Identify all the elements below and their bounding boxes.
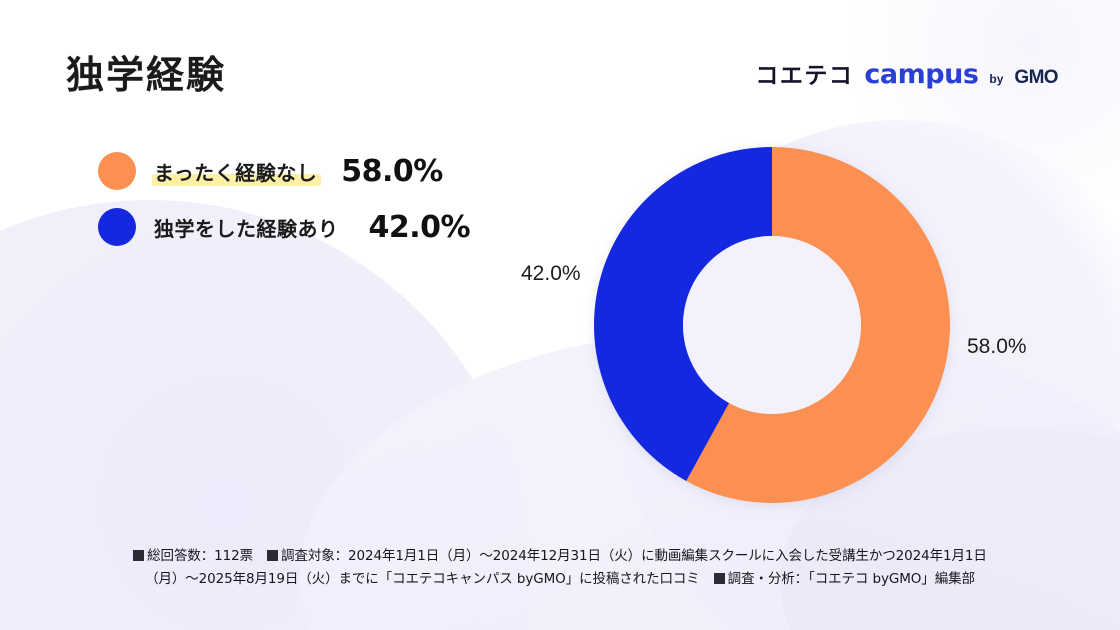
brand-gmo-text: GMO bbox=[1014, 67, 1058, 88]
legend-item-self-study: 独学をした経験あり 42.0% bbox=[98, 208, 471, 246]
donut-slice[interactable] bbox=[594, 147, 772, 481]
page-title: 独学経験 bbox=[66, 53, 227, 97]
footnote-line-2: （月）〜2025年8月19日（火）までに「コエテコキャンパス byGMO」に投稿… bbox=[0, 568, 1120, 591]
legend-item-label: 独学をした経験あり bbox=[154, 216, 339, 241]
donut-slice[interactable] bbox=[686, 147, 950, 503]
legend-label-wrap-2: 独学をした経験あり bbox=[154, 213, 339, 242]
donut-chart bbox=[592, 145, 952, 505]
footnote: 総回答数：112票 調査対象：2024年1月1日（月）〜2024年12月31日（火… bbox=[0, 545, 1120, 591]
slice-label-no-experience: 58.0% bbox=[967, 335, 1027, 358]
legend-item-label: まったく経験なし bbox=[154, 160, 318, 185]
bullet-square-icon bbox=[133, 550, 145, 561]
footnote-survey-target: 調査対象：2024年1月1日（月）〜2024年12月31日（火）に動画編集スクー… bbox=[281, 548, 987, 564]
legend-item-value: 42.0% bbox=[368, 209, 471, 245]
brand-campus-text: campus bbox=[864, 59, 979, 90]
legend-label-wrap-1: まったく経験なし bbox=[151, 157, 322, 186]
donut-center-hole bbox=[683, 236, 861, 414]
brand-by-text: by bbox=[989, 72, 1004, 86]
legend-item-value: 58.0% bbox=[341, 153, 443, 189]
chart-legend: まったく経験なし 58.0% 独学をした経験あり 42.0% bbox=[98, 152, 471, 246]
brand-logo: コエテコ campus by GMO bbox=[755, 56, 1058, 90]
slice-label-self-study: 42.0% bbox=[521, 262, 581, 285]
footnote-line-1: 総回答数：112票 調査対象：2024年1月1日（月）〜2024年12月31日（火… bbox=[0, 545, 1120, 568]
legend-item-no-experience: まったく経験なし 58.0% bbox=[98, 152, 470, 190]
bullet-square-icon bbox=[267, 550, 279, 561]
donut-chart-svg bbox=[594, 147, 950, 503]
brand-koeteco-text: コエテコ bbox=[755, 63, 854, 89]
blue-circle-swatch bbox=[98, 208, 136, 246]
donut-slice-group bbox=[594, 147, 950, 503]
footnote-total-responses: 総回答数：112票 bbox=[147, 548, 254, 564]
footnote-analysis-by: 調査・分析：「コエテコ byGMO」編集部 bbox=[727, 571, 975, 588]
orange-circle-swatch bbox=[98, 152, 136, 190]
bullet-square-icon bbox=[713, 573, 725, 585]
footnote-survey-target-cont: （月）〜2025年8月19日（火）までに「コエテコキャンパス byGMO」に投稿… bbox=[145, 571, 700, 588]
